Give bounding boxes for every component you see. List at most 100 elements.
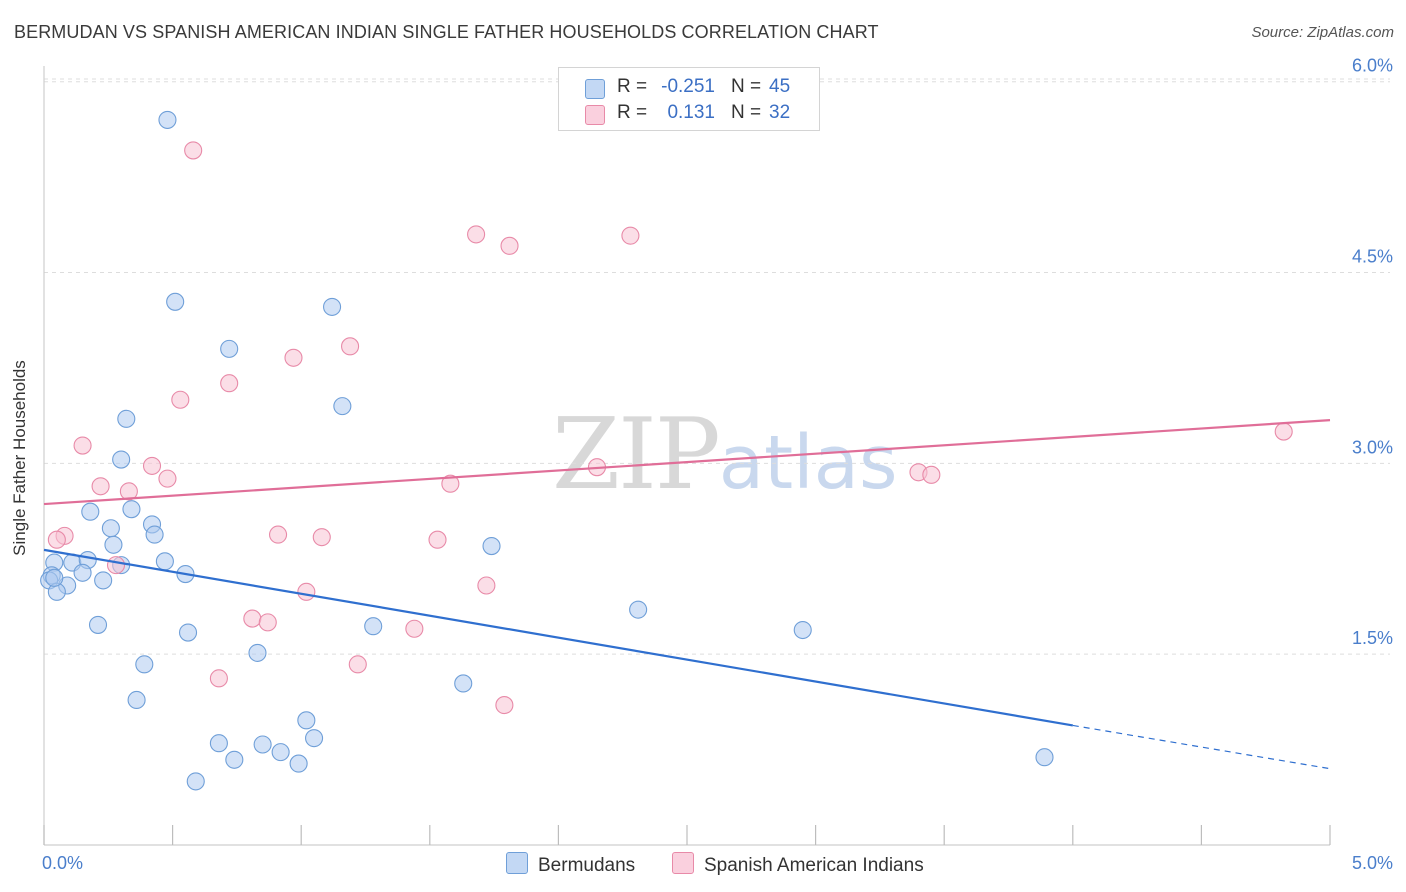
watermark-zip: ZIP (552, 398, 721, 512)
y-tick-label: 3.0% (1352, 437, 1393, 457)
bermudans-point (88, 615, 108, 634)
bermudans-point (94, 571, 113, 590)
legend-row-bermudans: R = -0.251 N = 45 (559, 76, 819, 100)
bermudans-point (297, 711, 316, 730)
legend-r-label: R = (617, 102, 648, 123)
bermudans-point (127, 690, 146, 710)
legend-n-value: 45 (769, 76, 791, 97)
bermudans-point (145, 525, 164, 544)
bermudans-point (289, 754, 308, 773)
bermudans-point (793, 620, 812, 640)
bermudans-point (482, 537, 501, 556)
bermudans-point (178, 623, 198, 642)
legend-swatch-pink (585, 105, 605, 125)
spanish-american-indians-point (1274, 422, 1293, 441)
spanish-american-indians-point (922, 465, 941, 484)
bermudans-point (220, 339, 239, 358)
spanish-american-indians-point (467, 225, 486, 244)
bermudans-point (45, 568, 64, 587)
y-axis-label: Single Father Households (10, 360, 29, 556)
spanish-american-indians-point (297, 582, 316, 601)
legend-n-label: N = (731, 102, 762, 123)
bermudans-point (454, 674, 473, 693)
bermudans-point (209, 734, 228, 753)
grid-layer (44, 78, 1390, 655)
spanish-american-indians-point (142, 456, 162, 475)
spanish-american-indians-point (91, 477, 110, 496)
bermudans-point (186, 772, 205, 791)
spanish-american-indians-point (312, 528, 331, 547)
bermudans-point (323, 297, 342, 316)
bermudans-point (117, 409, 136, 428)
spanish-american-indians-point (184, 141, 203, 160)
spanish-american-indians-point (428, 530, 447, 549)
spanish-american-indians-point (47, 530, 66, 549)
y-tick-label: 1.5% (1352, 628, 1393, 648)
bermudans-point (101, 519, 120, 538)
spanish-american-indians-point (220, 374, 239, 393)
points-layer (40, 110, 1293, 791)
series-name: Bermudans (538, 855, 636, 876)
series-swatch-blue (506, 852, 528, 874)
spanish-american-indians-point (243, 609, 262, 628)
tick-label-layer: 1.5% 3.0% 4.5% 6.0% 0.0% 5.0% (42, 56, 1393, 873)
bermudans-point (248, 643, 267, 662)
legend-swatch-blue (585, 79, 605, 99)
bermudans-trend-line (43, 548, 1073, 727)
spanish-american-indians-point (209, 669, 228, 688)
legend-r-label: R = (617, 76, 648, 97)
axis-layer (43, 66, 1331, 846)
y-tick-label: 6.0% (1352, 56, 1393, 76)
spanish-american-indians-point (158, 469, 177, 488)
bermudans-point (122, 500, 141, 519)
spanish-american-indians-point (106, 556, 126, 575)
bermudans-point (155, 552, 174, 571)
spanish-american-indians-point (119, 482, 138, 501)
chart-title: BERMUDAN VS SPANISH AMERICAN INDIAN SING… (14, 22, 879, 42)
spanish-american-indians-point (171, 390, 190, 409)
spanish-american-indians-point (441, 474, 460, 493)
spanish-american-indians-point (500, 236, 519, 255)
bermudans-point (305, 729, 324, 748)
bermudans-point (104, 535, 123, 554)
spanish-american-indians-point (495, 696, 514, 715)
bermudans-point (81, 502, 100, 521)
spanish-american-indians-trend-line (43, 419, 1331, 506)
spanish-american-indians-point (269, 525, 288, 544)
spanish-american-indians-point (405, 619, 424, 638)
bermudans-point (135, 655, 154, 674)
legend-n-value: 32 (769, 102, 791, 123)
series-swatch-pink (672, 852, 694, 874)
bermudans-point (271, 743, 290, 762)
legend-r-value: -0.251 (661, 76, 715, 97)
watermark: ZIPatlas (552, 398, 898, 512)
stats-legend: R = -0.251 N = 45 R = 0.131 N = 32 (558, 67, 820, 131)
bermudans-point (364, 617, 383, 636)
bermudans-point (1035, 748, 1054, 767)
series-legend-bermudans[interactable]: Bermudans (506, 852, 635, 877)
bermudans-point (629, 600, 648, 619)
spanish-american-indians-point (258, 613, 277, 632)
x-tick-label: 0.0% (42, 853, 83, 873)
bermudans-point (253, 735, 272, 754)
spanish-american-indians-point (348, 655, 367, 674)
spanish-american-indians-point (73, 436, 92, 455)
bermudans-point (333, 397, 352, 416)
series-legend-spanish-american-indians[interactable]: Spanish American Indians (672, 852, 924, 877)
y-tick-label: 4.5% (1352, 247, 1393, 267)
bermudans-point (73, 563, 92, 582)
bermudans-point (166, 292, 185, 311)
legend-r-value: 0.131 (667, 102, 715, 123)
spanish-american-indians-point (477, 576, 496, 595)
legend-n-label: N = (731, 76, 762, 97)
source-label: Source: ZipAtlas.com (1251, 24, 1394, 41)
spanish-american-indians-point (341, 337, 360, 356)
x-tick-label: 5.0% (1352, 853, 1393, 873)
series-name: Spanish American Indians (704, 855, 924, 876)
bermudans-point (112, 450, 131, 469)
bermudans-trend-extension (1072, 724, 1331, 770)
spanish-american-indians-point (284, 348, 303, 367)
legend-row-spanish-american-indians: R = 0.131 N = 32 (559, 102, 819, 126)
trend-layer (43, 419, 1331, 770)
